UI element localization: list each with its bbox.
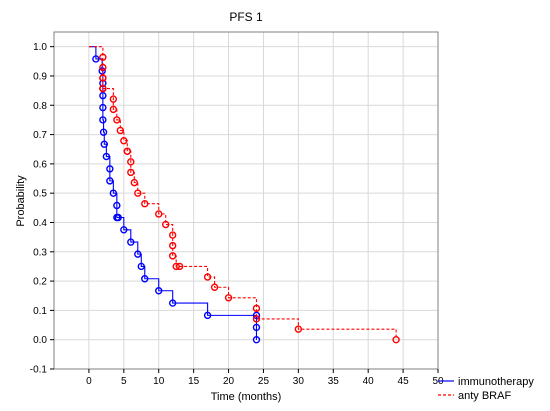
x-tick-label: 30 [293,376,305,387]
data-point-anty-braf [123,147,132,155]
data-point-immunotherapy [203,311,212,320]
data-point-immunotherapy [99,128,108,136]
data-point-immunotherapy [141,275,149,283]
series-anty-braf [88,46,400,344]
data-point-anty-braf [113,116,121,124]
data-point-anty-braf [120,137,128,145]
data-point-immunotherapy [102,152,111,161]
data-point-immunotherapy [92,55,100,63]
x-tick-label: 20 [223,376,235,387]
data-point-anty-braf [252,315,261,323]
data-point-anty-braf [252,304,261,313]
data-point-anty-braf [168,241,177,250]
y-tick-label: 0.4 [33,218,47,229]
data-point-immunotherapy [99,116,107,124]
y-axis-title: Probability [15,175,27,227]
data-point-immunotherapy [99,91,107,100]
series-immunotherapy [88,46,261,344]
y-tick-label: 0.6 [33,159,47,170]
series-line-anty-braf [88,46,397,340]
x-axis-title: Time (months) [211,391,282,403]
data-point-anty-braf [224,294,233,302]
data-point-anty-braf [109,105,118,114]
data-point-immunotherapy [120,226,128,234]
data-point-anty-braf [130,178,138,187]
data-point-immunotherapy [98,67,106,75]
data-point-immunotherapy [168,299,177,307]
x-tick-label: 5 [121,376,127,387]
plot-frame [53,31,439,370]
data-point-immunotherapy [114,213,122,222]
data-point-immunotherapy [100,140,108,148]
data-point-immunotherapy [127,238,135,246]
data-point-anty-braf [168,252,177,260]
legend-label-anty-braf: anty BRAF [458,390,511,402]
data-point-immunotherapy [252,335,261,344]
y-tick-label: 0.9 [33,71,47,82]
data-point-anty-braf [99,63,107,72]
data-point-anty-braf [175,262,184,271]
data-point-anty-braf [99,74,107,82]
series-layer [88,46,400,344]
data-point-immunotherapy [134,250,142,258]
x-tick-label: 0 [86,376,92,387]
data-point-anty-braf [155,210,163,218]
y-tick-label: 0.2 [33,277,47,288]
data-point-anty-braf [99,84,107,93]
data-point-anty-braf [127,158,135,166]
y-tick-label: 0.8 [33,101,47,112]
data-point-anty-braf [99,53,107,61]
y-tick-label: 0.1 [33,306,47,317]
data-point-anty-braf [172,262,180,271]
y-tick-label: -0.1 [30,365,48,376]
data-point-anty-braf [134,189,142,197]
data-point-immunotherapy [99,103,107,112]
chart-title: PFS 1 [229,10,263,24]
legend-label-immunotherapy: immunotherapy [458,376,534,388]
data-point-anty-braf [168,231,177,239]
x-tick-label: 25 [258,376,270,387]
data-point-immunotherapy [155,287,163,295]
series-line-immunotherapy [88,46,258,340]
legend: immunotherapy anty BRAF [438,376,534,402]
data-point-immunotherapy [106,165,114,173]
data-point-anty-braf [162,220,170,229]
y-tick-label: 0.5 [33,189,47,200]
data-point-immunotherapy [106,177,114,185]
x-tick-label: 15 [188,376,200,387]
data-point-anty-braf [294,325,303,333]
y-tick-label: 0.0 [33,335,47,346]
x-tick-label: 10 [153,376,165,387]
x-tick-label: 45 [398,376,410,387]
data-point-anty-braf [141,200,149,208]
y-tick-label: 1.0 [33,42,47,53]
data-point-anty-braf [203,273,212,281]
data-point-anty-braf [116,126,125,135]
data-point-immunotherapy [252,323,261,332]
y-tick-label: 0.7 [33,130,47,141]
data-point-anty-braf [210,283,219,291]
data-point-anty-braf [127,168,135,177]
data-point-immunotherapy [137,262,145,271]
data-point-immunotherapy [113,201,121,210]
x-tick-label: 40 [363,376,375,387]
data-point-immunotherapy [109,189,118,197]
y-tick-label: 0.3 [33,247,47,258]
data-point-anty-braf [109,95,118,103]
data-point-anty-braf [392,335,400,344]
data-point-immunotherapy [252,311,261,320]
x-tick-label: 35 [328,376,340,387]
